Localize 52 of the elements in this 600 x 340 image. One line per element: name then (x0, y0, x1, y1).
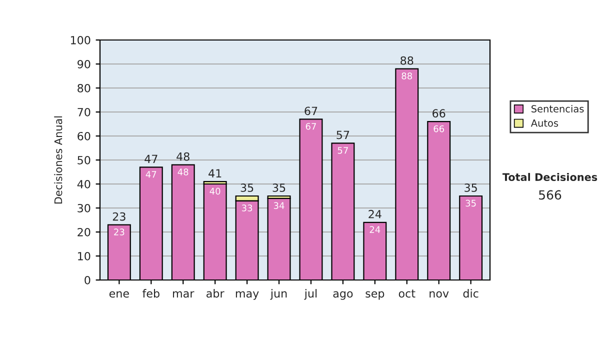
x-tick-label: nov (430, 291, 449, 298)
total-label: 35 (272, 184, 286, 192)
total-label: 57 (336, 130, 350, 140)
data-label: 88 (402, 72, 412, 80)
x-tick-label: jun (270, 289, 287, 300)
x-tick-label: dic (463, 289, 478, 298)
y-tick-label: 80 (78, 84, 90, 92)
data-label: 33 (242, 204, 252, 212)
data-label: 57 (338, 147, 348, 154)
total-label: 48 (176, 152, 190, 161)
total-label: 24 (368, 210, 382, 218)
y-tick-label: 70 (78, 108, 90, 116)
x-tick-label: feb (142, 289, 160, 298)
x-tick-label: mar (173, 291, 194, 298)
x-tick-label: sep (366, 291, 384, 300)
total-label: 47 (144, 154, 158, 163)
y-axis-title: Decisiones Anual (54, 116, 62, 204)
x-tick-label: abr (206, 289, 224, 298)
data-label: 48 (178, 168, 188, 176)
y-tick-label: 0 (84, 276, 90, 284)
legend-label: Sentencias (532, 104, 584, 112)
y-tick-label: 30 (78, 204, 90, 212)
text: Total Decisiones (502, 172, 598, 182)
total-label: 67 (304, 106, 318, 116)
x-tick-label: ene (109, 291, 129, 298)
total-label: 41 (208, 169, 222, 178)
total-label: 35 (240, 184, 254, 192)
y-tick-label: 20 (78, 228, 90, 236)
y-tick-label: 100 (70, 36, 90, 44)
y-tick-label: 10 (78, 252, 90, 260)
legend-label: Autos (530, 120, 558, 127)
data-label: 47 (146, 171, 156, 178)
data-label: 24 (370, 226, 380, 233)
y-tick-label: 60 (78, 132, 90, 140)
text: 566 (539, 190, 562, 200)
total-label: 66 (432, 109, 446, 118)
total-label: 35 (464, 184, 477, 192)
x-tick-label: oct (398, 290, 416, 298)
data-label: 23 (114, 228, 124, 236)
y-tick-label: 50 (78, 156, 90, 164)
total-label: 88 (400, 56, 414, 65)
total-label: 23 (112, 212, 126, 221)
y-tick-label: 90 (78, 60, 90, 68)
data-label: 35 (466, 200, 476, 207)
data-label: 67 (306, 122, 316, 130)
x-tick-label: ago (333, 291, 353, 300)
x-tick-label: may (236, 291, 259, 300)
data-label: 34 (274, 202, 284, 209)
x-tick-label: jul (304, 289, 317, 300)
data-label: 66 (434, 125, 444, 132)
y-tick-label: 40 (77, 180, 90, 188)
data-label: 40 (210, 188, 220, 195)
